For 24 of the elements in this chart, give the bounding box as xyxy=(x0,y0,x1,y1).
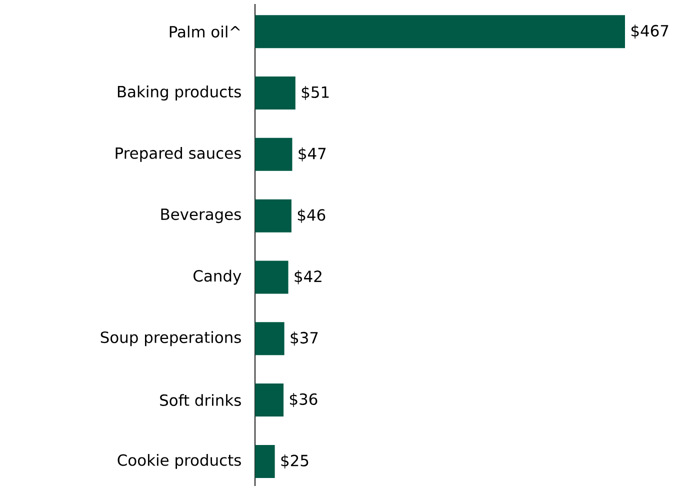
bar xyxy=(255,199,292,232)
y-tick-label: Beverages xyxy=(161,208,241,224)
y-tick-label: Soup preperations xyxy=(100,331,241,346)
data-label: $37 xyxy=(290,332,318,346)
data-label: $467 xyxy=(631,24,668,39)
bar xyxy=(255,15,626,48)
data-label: $46 xyxy=(298,208,326,223)
bar xyxy=(255,322,284,356)
y-tick-label: Baking products xyxy=(118,86,241,101)
data-label: $36 xyxy=(290,393,318,408)
bar xyxy=(255,444,275,478)
y-tick-label: Prepared sauces xyxy=(116,146,241,162)
data-label: $47 xyxy=(298,147,326,162)
y-tick-label: Cookie products xyxy=(118,454,241,469)
y-tick-label: Palm oil^ xyxy=(170,26,240,38)
bar xyxy=(255,76,296,110)
bar xyxy=(255,384,284,417)
y-tick-label: Soft drinks xyxy=(160,394,241,406)
bar xyxy=(255,138,292,171)
data-label: $42 xyxy=(294,270,322,284)
data-label: $25 xyxy=(281,454,308,468)
bar xyxy=(255,260,288,294)
data-label: $51 xyxy=(302,86,329,100)
y-tick-label: Candy xyxy=(194,270,242,285)
